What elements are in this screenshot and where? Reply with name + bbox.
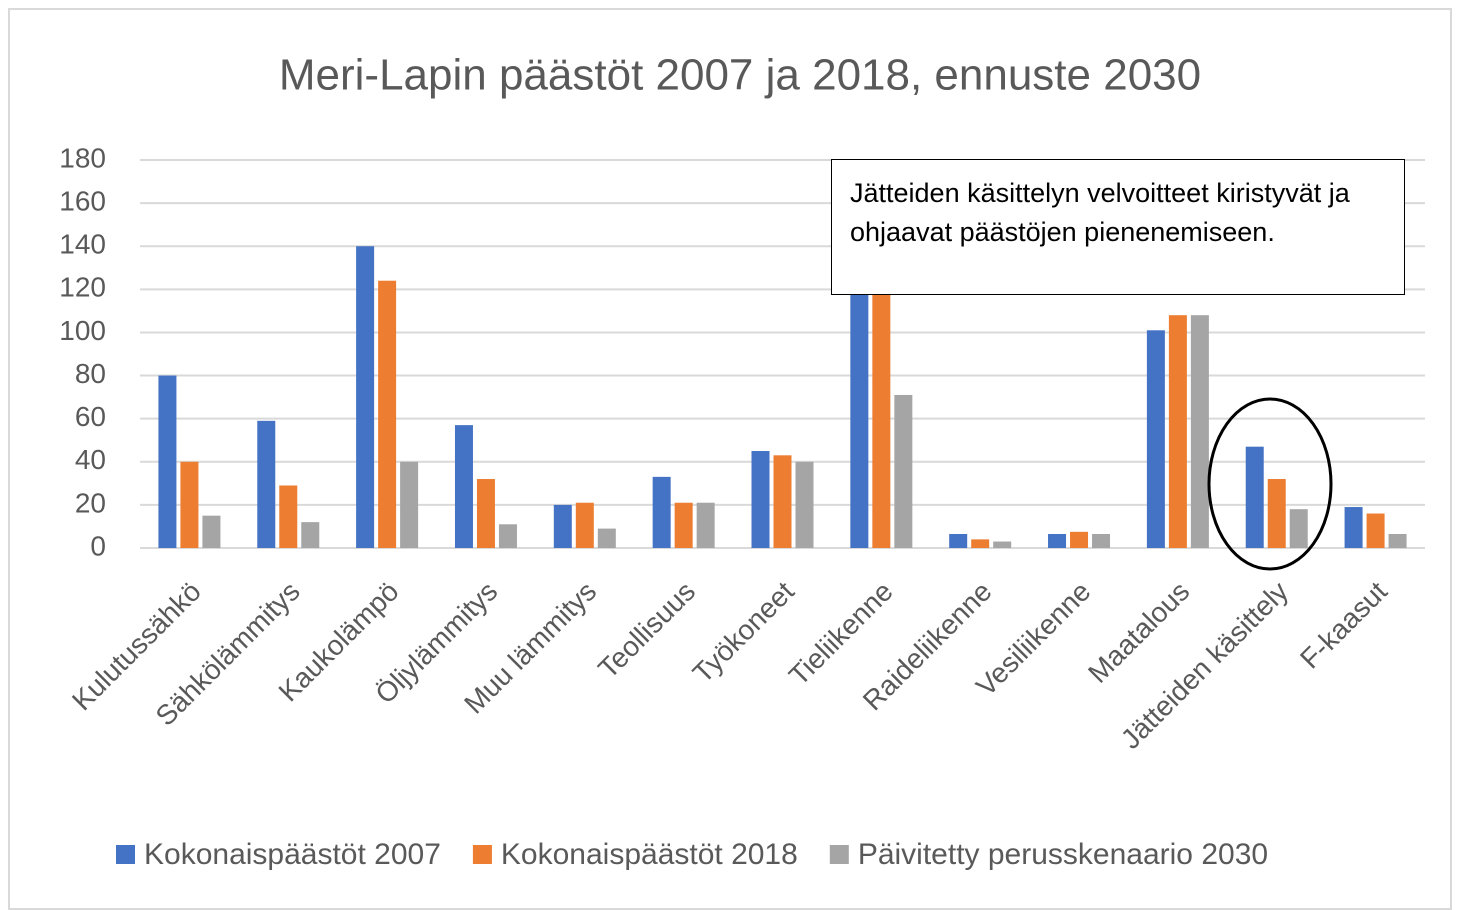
bar <box>158 375 177 548</box>
bar <box>1388 533 1407 548</box>
bar <box>1070 531 1089 548</box>
y-tick-label: 0 <box>90 530 106 561</box>
bar <box>454 425 473 548</box>
bar <box>279 485 298 548</box>
bar <box>971 539 990 548</box>
y-tick-label: 180 <box>59 142 106 173</box>
y-tick-label: 120 <box>59 272 106 303</box>
y-tick-label: 140 <box>59 229 106 260</box>
bar <box>1092 533 1111 548</box>
bar <box>1344 507 1363 548</box>
bar <box>1168 315 1187 548</box>
bar <box>476 479 495 548</box>
bar <box>993 541 1012 548</box>
bar <box>575 502 594 548</box>
bar <box>498 524 517 548</box>
y-tick-label: 160 <box>59 186 106 217</box>
legend-label: Päivitetty perusskenaario 2030 <box>858 838 1268 871</box>
annotation: Jätteiden käsittelyn velvoitteet kiristy… <box>831 159 1405 295</box>
chart-title: Meri-Lapin päästöt 2007 ja 2018, ennuste… <box>279 51 1201 100</box>
bar <box>1366 513 1385 548</box>
bar <box>1146 330 1165 548</box>
bar <box>751 451 770 548</box>
bar <box>949 533 968 548</box>
bar <box>1267 479 1286 548</box>
legend-swatch <box>829 845 849 864</box>
bar <box>356 246 375 548</box>
bar <box>1289 509 1308 548</box>
bar <box>1190 315 1209 548</box>
bar <box>872 278 891 548</box>
bar <box>378 280 397 548</box>
bar <box>597 528 616 548</box>
bar <box>894 394 913 548</box>
y-tick-label: 40 <box>75 444 106 475</box>
bar <box>553 504 572 548</box>
y-tick-label: 80 <box>75 358 106 389</box>
legend-swatch <box>472 845 492 864</box>
bar <box>257 420 276 548</box>
bar <box>773 455 792 548</box>
bar <box>674 502 693 548</box>
bar <box>696 502 715 548</box>
bar <box>202 515 221 548</box>
y-tick-label: 60 <box>75 401 106 432</box>
bar <box>1048 533 1067 548</box>
bar <box>1245 446 1264 548</box>
bar <box>400 461 419 548</box>
y-tick-label: 20 <box>75 487 106 518</box>
bar <box>652 476 671 548</box>
legend-label: Kokonaispäästöt 2018 <box>501 838 798 871</box>
bar <box>795 461 814 548</box>
chart-border <box>8 8 1452 910</box>
legend-swatch <box>116 845 135 864</box>
bar <box>850 257 869 548</box>
y-tick-label: 100 <box>59 315 106 346</box>
legend-label: Kokonaispäästöt 2007 <box>144 838 441 871</box>
bar <box>301 522 320 548</box>
highlight-ellipse <box>1207 397 1333 571</box>
bar <box>180 461 199 548</box>
